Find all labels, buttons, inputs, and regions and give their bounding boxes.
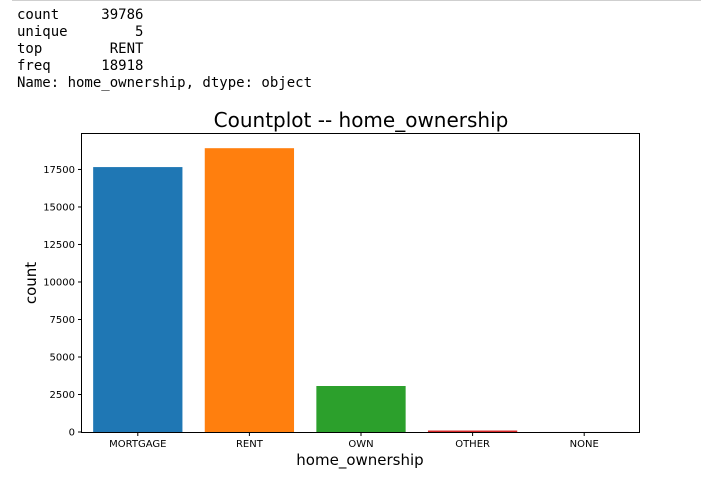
chart-title: Countplot -- home_ownership xyxy=(214,108,509,132)
y-tick-label: 17500 xyxy=(43,165,75,176)
y-tick-label: 12500 xyxy=(43,240,75,251)
y-axis-label: count xyxy=(22,262,40,304)
y-tick-label: 2500 xyxy=(50,390,75,401)
cell-top-border xyxy=(12,0,701,1)
output-line-top: top RENT xyxy=(17,41,144,57)
x-tick-label: RENT xyxy=(236,439,264,450)
bar-rent xyxy=(204,148,295,433)
x-axis-label: home_ownership xyxy=(296,451,423,470)
describe-output: count 39786 unique 5 top RENT freq 18918 Nam… xyxy=(17,7,312,92)
y-tick-label: 15000 xyxy=(43,202,75,213)
y-tick-label: 10000 xyxy=(43,277,75,288)
x-tick-label: OWN xyxy=(348,439,373,450)
x-tick-label: OTHER xyxy=(455,439,490,450)
y-tick-label: 5000 xyxy=(50,352,75,363)
y-tick-label: 7500 xyxy=(50,315,75,326)
bars-layer xyxy=(93,148,629,433)
bar-other xyxy=(427,430,518,432)
output-line-count: count 39786 xyxy=(17,7,144,23)
y-axis-ticks: 0 2500 5000 7500 10000 12500 15000 17500 xyxy=(43,165,82,439)
bar-mortgage xyxy=(93,167,183,432)
y-tick-label: 0 xyxy=(69,428,75,439)
x-axis-ticks: MORTGAGE RENT OWN OTHER NONE xyxy=(109,432,599,450)
output-line-name-dtype: Name: home_ownership, dtype: object xyxy=(17,75,313,91)
plot-frame xyxy=(81,133,640,433)
output-line-freq: freq 18918 xyxy=(17,58,144,74)
x-tick-label: MORTGAGE xyxy=(109,439,166,450)
x-tick-label: NONE xyxy=(570,439,599,450)
bar-own xyxy=(316,386,406,432)
output-line-unique: unique 5 xyxy=(17,24,144,40)
